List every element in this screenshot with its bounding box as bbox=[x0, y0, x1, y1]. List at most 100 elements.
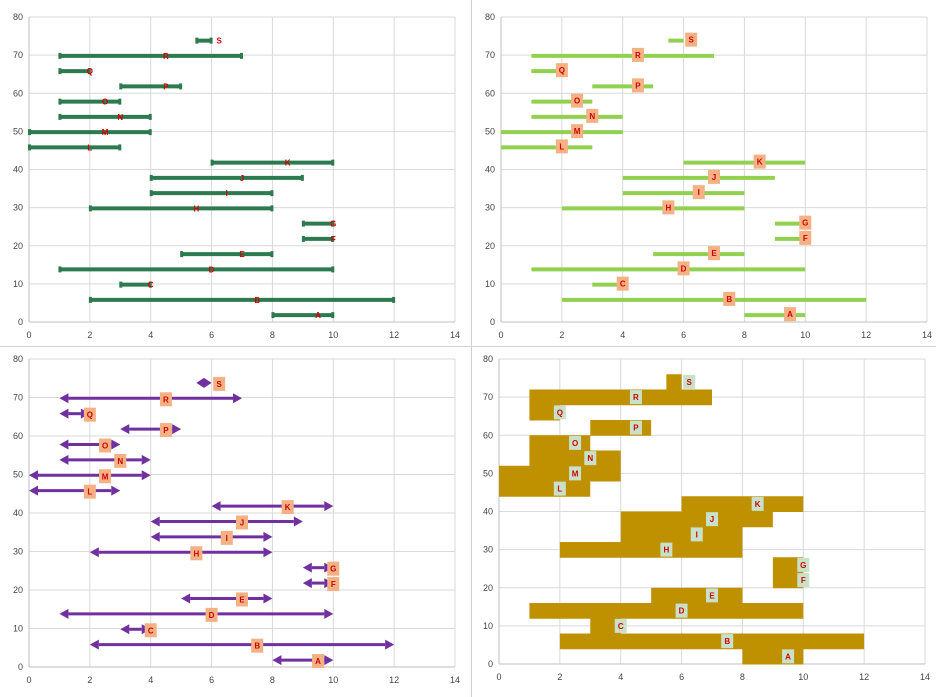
bar-start-cap bbox=[119, 281, 123, 288]
label-box bbox=[614, 618, 627, 633]
label-text: K bbox=[285, 503, 291, 512]
area-label-J: J bbox=[706, 512, 718, 527]
bar-label-D: D bbox=[209, 265, 215, 274]
arrow-head-right bbox=[293, 516, 303, 527]
label-box bbox=[586, 108, 599, 123]
y-tick-label: 70 bbox=[13, 50, 23, 60]
label-text: H bbox=[193, 549, 199, 558]
label-text: B bbox=[726, 295, 732, 304]
bar-label-M: M bbox=[102, 128, 109, 137]
label-text: R bbox=[633, 393, 639, 402]
label-text: M bbox=[572, 469, 579, 478]
label-box bbox=[99, 438, 112, 453]
arrow-label-D: D bbox=[205, 607, 218, 622]
area-band-Q bbox=[529, 404, 560, 421]
area-band-L bbox=[499, 481, 591, 497]
chart-panel-bottom-right: 0 10 20 30 40 50 60 70 80 0 2 4 6 8 10 12 14 A B C D E F G H I J K L… bbox=[472, 347, 936, 697]
arrow-J bbox=[150, 516, 303, 527]
label-text: J bbox=[240, 518, 244, 527]
bar-start-cap bbox=[28, 144, 31, 151]
label-box bbox=[99, 469, 112, 484]
arrow-label-N: N bbox=[114, 453, 127, 468]
arrow-head-right bbox=[263, 593, 273, 604]
label-text: B bbox=[724, 637, 730, 646]
area-band-M bbox=[499, 465, 621, 482]
bar-end-cap bbox=[270, 190, 274, 197]
bar-label-P: P bbox=[631, 78, 644, 93]
label-text: E bbox=[709, 591, 715, 600]
bar-start-cap bbox=[210, 159, 214, 166]
label-text: O bbox=[572, 439, 578, 448]
arrow-D bbox=[59, 608, 334, 619]
y-tick-label: 80 bbox=[485, 12, 495, 22]
arrow-label-I: I bbox=[220, 530, 233, 545]
label-box bbox=[569, 435, 582, 450]
label-box bbox=[692, 185, 705, 200]
arrow-label-A: A bbox=[312, 654, 325, 669]
bar-start-cap bbox=[88, 296, 92, 303]
arrow-head-right bbox=[263, 547, 273, 558]
label-box bbox=[555, 139, 568, 154]
arrow-head-right bbox=[203, 377, 212, 388]
arrow-head-left bbox=[59, 439, 69, 450]
bar-start-cap bbox=[28, 129, 31, 136]
area-label-F: F bbox=[797, 573, 810, 588]
arrow-H bbox=[89, 547, 273, 558]
bar-label-A: A bbox=[315, 311, 321, 320]
bar-start-cap bbox=[119, 83, 123, 90]
bar-label-E: E bbox=[708, 246, 720, 261]
arrow-N bbox=[59, 454, 151, 465]
arrow-S bbox=[196, 377, 212, 388]
label-box bbox=[706, 512, 718, 527]
arrow-label-C: C bbox=[144, 623, 157, 638]
label-text: L bbox=[559, 142, 564, 151]
x-tick-label: 4 bbox=[148, 675, 153, 685]
label-text: O bbox=[574, 97, 580, 106]
y-tick-label: 10 bbox=[13, 624, 23, 634]
y-tick-label: 50 bbox=[13, 470, 23, 480]
x-tick-label: 4 bbox=[620, 330, 625, 340]
bar-start-cap bbox=[58, 266, 62, 273]
label-text: Q bbox=[559, 66, 565, 75]
area-band-K bbox=[681, 496, 804, 512]
area-band-S bbox=[666, 374, 682, 390]
area-label-D: D bbox=[675, 603, 688, 618]
x-tick-label: 2 bbox=[87, 675, 92, 685]
y-tick-label: 50 bbox=[13, 126, 23, 136]
bar-label-H: H bbox=[193, 204, 199, 213]
label-text: D bbox=[681, 264, 687, 273]
bar-end-cap bbox=[148, 281, 152, 288]
bar-end-cap bbox=[118, 144, 122, 151]
bar-end-cap bbox=[87, 68, 91, 75]
label-text: A bbox=[787, 310, 793, 319]
label-text: Q bbox=[87, 411, 93, 420]
x-tick-label: 2 bbox=[559, 330, 564, 340]
arrow-I bbox=[150, 531, 273, 542]
bar-label-C: C bbox=[616, 276, 629, 291]
y-tick-label: 40 bbox=[13, 165, 23, 175]
label-box bbox=[144, 623, 157, 638]
x-tick-label: 12 bbox=[859, 672, 869, 682]
arrow-head-left bbox=[89, 639, 99, 650]
label-box bbox=[675, 603, 688, 618]
bar-label-E: E bbox=[239, 250, 245, 259]
bar-label-F: F bbox=[799, 230, 812, 245]
label-text: F bbox=[801, 576, 806, 585]
area-label-Q: Q bbox=[553, 405, 566, 420]
label-text: E bbox=[711, 249, 717, 258]
label-box bbox=[281, 500, 294, 515]
y-tick-label: 40 bbox=[483, 507, 493, 517]
area-band-B bbox=[559, 633, 865, 650]
label-text: S bbox=[687, 378, 693, 387]
bar-end-cap bbox=[148, 113, 152, 120]
y-tick-label: 20 bbox=[13, 241, 23, 251]
label-box bbox=[571, 124, 584, 139]
label-box bbox=[685, 32, 698, 47]
bar-start-cap bbox=[58, 52, 62, 59]
area-band-I bbox=[620, 526, 743, 543]
y-tick-label: 50 bbox=[485, 126, 495, 136]
x-tick-label: 4 bbox=[618, 672, 623, 682]
label-text: I bbox=[698, 188, 700, 197]
arrow-label-B: B bbox=[251, 638, 264, 653]
bar-end-cap bbox=[331, 159, 335, 166]
